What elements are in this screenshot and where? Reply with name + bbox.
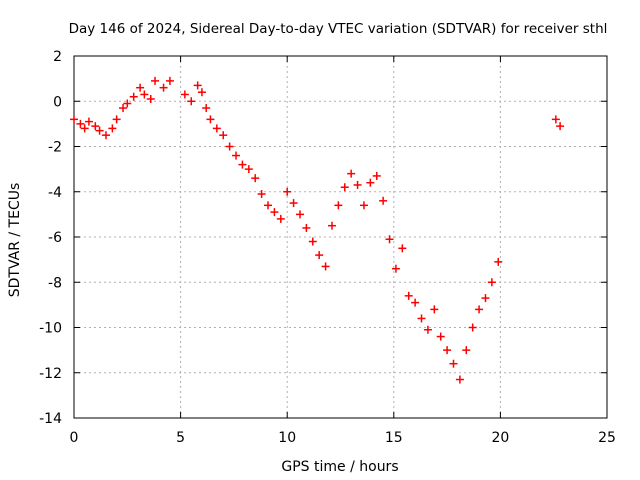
y-tick-label: -12 [39, 366, 62, 382]
data-point [315, 251, 324, 260]
data-point [321, 262, 330, 271]
data-point [443, 346, 452, 355]
data-point [264, 201, 273, 210]
data-point [165, 76, 174, 85]
data-point [398, 244, 407, 253]
x-tick-label: 25 [598, 430, 616, 446]
data-point [76, 119, 85, 128]
x-tick-label: 20 [491, 430, 509, 446]
data-point [180, 90, 189, 99]
y-tick-label: 0 [53, 94, 62, 110]
data-point [91, 122, 100, 131]
data-point [411, 298, 420, 307]
y-tick-label: -10 [39, 321, 62, 337]
data-point [379, 196, 388, 205]
data-point [276, 214, 285, 223]
data-point [481, 294, 490, 303]
chart-title: Day 146 of 2024, Sidereal Day-to-day VTE… [69, 21, 608, 37]
data-point [95, 126, 104, 135]
data-point [308, 237, 317, 246]
data-point [494, 257, 503, 266]
y-tick-label: -6 [48, 230, 62, 246]
data-point [302, 223, 311, 232]
data-point [455, 375, 464, 384]
y-tick-label: -8 [48, 275, 62, 291]
x-axis-label: GPS time / hours [281, 459, 398, 475]
data-point [366, 178, 375, 187]
data-point [417, 314, 426, 323]
data-point [140, 90, 149, 99]
data-point [340, 183, 349, 192]
data-point [206, 115, 215, 124]
y-tick-label: -14 [39, 411, 62, 427]
data-point [283, 187, 292, 196]
data-point [244, 165, 253, 174]
data-points [70, 76, 565, 384]
data-point [257, 190, 266, 199]
data-point [212, 124, 221, 133]
x-tick-label: 10 [278, 430, 296, 446]
data-point [468, 323, 477, 332]
data-point [119, 104, 128, 113]
data-point [353, 180, 362, 189]
data-point [327, 221, 336, 230]
data-point [385, 235, 394, 244]
x-tick-label: 0 [70, 430, 79, 446]
data-point [80, 124, 89, 133]
data-point [404, 291, 413, 300]
data-point [436, 332, 445, 341]
data-point [423, 325, 432, 334]
data-point [334, 201, 343, 210]
data-point [556, 122, 565, 131]
data-point [359, 201, 368, 210]
data-point [108, 124, 117, 133]
data-point [151, 76, 160, 85]
data-point [101, 131, 110, 140]
y-tick-label: -4 [48, 185, 62, 201]
data-point [225, 142, 234, 151]
data-point [430, 305, 439, 314]
grid [74, 56, 607, 418]
data-point [238, 160, 247, 169]
data-point [462, 346, 471, 355]
data-point [84, 117, 93, 126]
data-point [146, 94, 155, 103]
x-tick-label: 5 [176, 430, 185, 446]
data-point [70, 115, 78, 124]
x-tick-label: 15 [385, 430, 403, 446]
data-point [372, 171, 381, 180]
data-point [159, 83, 168, 92]
y-tick-label: -2 [48, 140, 62, 156]
data-point [123, 99, 132, 108]
data-point [487, 278, 496, 287]
data-point [475, 305, 484, 314]
data-point [187, 97, 196, 106]
data-point [289, 199, 298, 208]
data-point [551, 115, 560, 124]
data-point [197, 88, 206, 97]
data-point [219, 131, 228, 140]
data-point [251, 174, 260, 183]
y-axis-label: SDTVAR / TECUs [7, 183, 23, 298]
data-point [193, 81, 202, 90]
y-tick-label: 2 [53, 49, 62, 65]
data-point [136, 83, 145, 92]
data-point [347, 169, 356, 178]
data-point [391, 264, 400, 273]
data-point [295, 210, 304, 219]
data-point [232, 151, 241, 160]
data-point [129, 92, 138, 101]
data-point [270, 208, 279, 217]
data-point [112, 115, 121, 124]
data-point [449, 359, 458, 368]
data-point [202, 104, 211, 113]
